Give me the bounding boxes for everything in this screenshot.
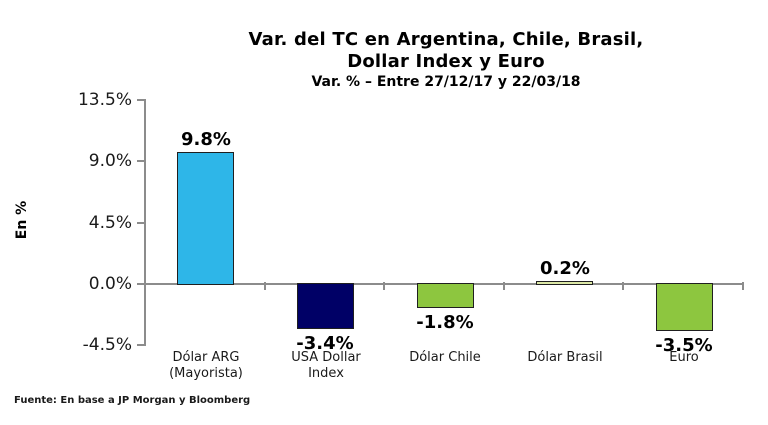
bar-1: [177, 152, 234, 285]
chart-title: Var. del TC en Argentina, Chile, Brasil,…: [130, 29, 762, 73]
bar-value-label: 0.2%: [540, 258, 590, 279]
category-label: Euro: [669, 350, 699, 365]
category-label: Dólar ARG (Mayorista): [169, 350, 243, 381]
bar-value-label: 9.8%: [181, 129, 231, 150]
x-tick: [503, 282, 505, 290]
bar-3: [417, 283, 474, 308]
chart-title-line2: Dollar Index y Euro: [347, 51, 545, 72]
y-tick: [137, 160, 146, 162]
y-tick: [137, 283, 146, 285]
x-tick: [742, 282, 744, 290]
bar-2: [297, 283, 354, 329]
y-tick: [137, 99, 146, 101]
category-label: Dólar Brasil: [527, 350, 603, 365]
y-tick: [137, 222, 146, 224]
source-note: Fuente: En base a JP Morgan y Bloomberg: [14, 395, 251, 406]
x-tick: [264, 282, 266, 290]
x-tick: [383, 282, 385, 290]
x-tick: [622, 282, 624, 290]
y-tick: [137, 344, 146, 346]
y-tick-label: 4.5%: [88, 213, 132, 233]
chart-title-line1: Var. del TC en Argentina, Chile, Brasil,: [248, 29, 644, 50]
bar-5: [656, 283, 713, 331]
category-label: Dólar Chile: [409, 350, 481, 365]
category-label: USA Dollar Index: [291, 350, 361, 381]
y-tick-label: 9.0%: [88, 151, 132, 171]
bar-value-label: -3.4%: [296, 333, 354, 354]
bar-4: [536, 281, 593, 285]
chart-subtitle: Var. % – Entre 27/12/17 y 22/03/18: [311, 74, 581, 90]
y-tick-label: 0.0%: [88, 274, 132, 294]
chart-title-block: Var. del TC en Argentina, Chile, Brasil,…: [130, 29, 762, 90]
y-tick-label: 13.5%: [77, 90, 132, 110]
y-tick-label: -4.5%: [82, 335, 132, 355]
bar-value-label: -3.5%: [655, 335, 713, 356]
bar-value-label: -1.8%: [416, 312, 474, 333]
